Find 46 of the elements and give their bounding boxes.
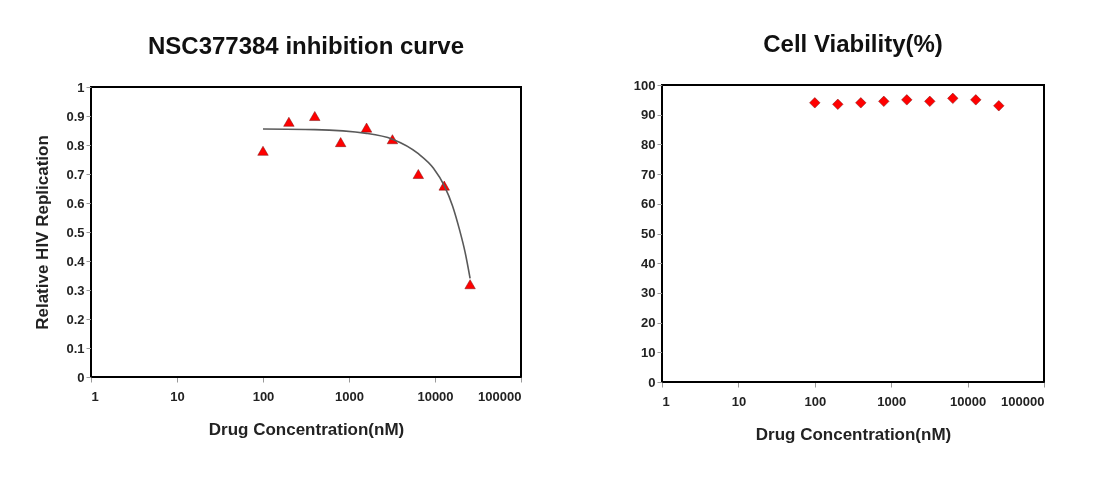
x-tick-label: 100	[804, 393, 827, 409]
x-tick-label: 1	[91, 388, 99, 404]
y-tick-label: 0	[77, 369, 85, 385]
y-tick-label: 10	[641, 344, 656, 360]
y-tick-label: 60	[641, 196, 656, 212]
x-axis-title: Drug Concentration(nM)	[755, 424, 952, 444]
point	[361, 122, 373, 133]
x-tick-label: 10000	[950, 393, 987, 409]
chart-title: NSC377384 inhibition curve	[147, 32, 465, 59]
y-tick-label: 0.3	[66, 282, 85, 298]
y-tick-label: 0.1	[66, 340, 85, 356]
y-axis-title: Relative HIV Replication	[33, 135, 53, 330]
y-tick-label: 0.6	[66, 195, 85, 211]
y-tick-label: 90	[641, 107, 656, 123]
x-tick-label: 10	[731, 393, 747, 409]
y-tick-label: 40	[641, 255, 656, 271]
x-axis-title: Drug Concentration(nM)	[208, 419, 405, 439]
x-tick-label: 100	[252, 388, 275, 404]
y-tick-label: 0.7	[66, 166, 85, 182]
x-tick-label: 10	[170, 388, 185, 404]
y-tick-label: 0.5	[66, 224, 85, 240]
y-tick-label: 0	[648, 374, 656, 390]
point	[335, 137, 347, 147]
y-tick-label: 100	[633, 77, 656, 93]
y-tick-label: 0.2	[66, 311, 85, 327]
y-tick-label: 50	[641, 226, 656, 241]
y-tick-label: 0.8	[66, 137, 85, 153]
x-tick-label: 10000	[417, 388, 454, 404]
y-tick-label: 20	[641, 315, 656, 331]
point	[283, 117, 295, 127]
y-tick-label: 70	[641, 166, 656, 182]
point	[309, 111, 321, 121]
x-tick-label: 100000	[1001, 393, 1045, 409]
y-tick-label: 0.9	[66, 108, 85, 124]
point	[257, 146, 269, 156]
x-tick-label: 1	[662, 393, 670, 409]
y-tick-label: 0.4	[66, 253, 86, 269]
chart-title: Cell Viability(%)	[763, 30, 943, 57]
x-tick-label: 1000	[335, 388, 364, 404]
point	[464, 279, 476, 289]
x-tick-label: 100000	[478, 388, 522, 404]
x-tick-label: 1000	[877, 393, 907, 409]
y-tick-label: 80	[641, 136, 656, 152]
y-tick-label: 30	[641, 285, 656, 301]
point	[412, 169, 424, 179]
y-tick-label: 1	[77, 79, 85, 95]
